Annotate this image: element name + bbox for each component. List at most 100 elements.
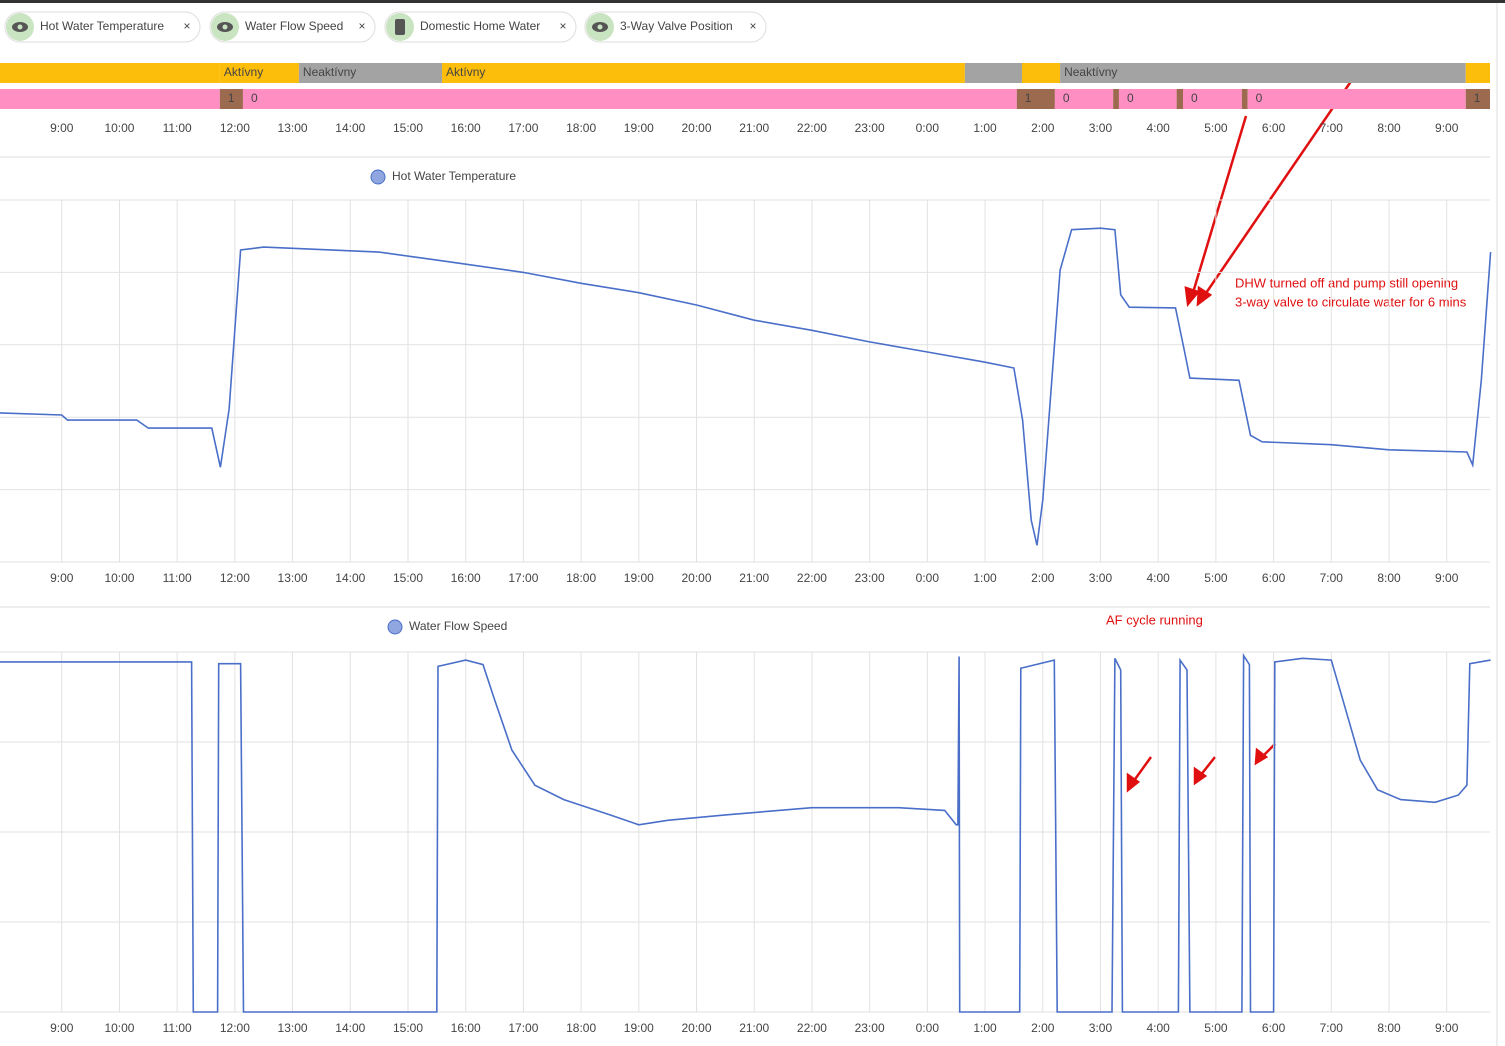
x-tick-label: 5:00 [1204,571,1228,585]
chip-bg [384,11,577,43]
annotation: DHW turned off and pump still opening [1235,275,1458,290]
x-tick-label: 10:00 [104,121,134,135]
x-tick-label: 9:00 [1435,1021,1459,1035]
chip-label: Domestic Home Water [420,19,540,33]
legend-label[interactable]: Hot Water Temperature [392,169,516,183]
filter-chip[interactable]: Domestic Home Water × [384,11,577,43]
timeline-label: 1 [1474,91,1481,105]
x-tick-label: 1:00 [973,121,997,135]
x-tick-label: 3:00 [1089,1021,1113,1035]
x-tick-label: 11:00 [163,121,192,135]
timeline-label: 0 [1063,91,1070,105]
x-tick-label: 17:00 [508,121,538,135]
x-tick-label: 22:00 [797,571,827,585]
timeline-label: Aktívny [446,65,485,79]
annotation: AF cycle running [1106,612,1203,627]
x-tick-label: 10:00 [104,1021,134,1035]
x-tick-label: 7:00 [1320,571,1344,585]
x-tick-label: 0:00 [916,121,940,135]
annotation: 3-way valve to circulate water for 6 min… [1235,294,1467,309]
x-tick-label: 19:00 [624,1021,654,1035]
x-tick-label: 0:00 [916,571,940,585]
chip-close[interactable]: × [559,19,566,33]
x-tick-label: 4:00 [1147,1021,1171,1035]
timeline-label: 0 [1191,91,1198,105]
timeline-segment [1113,89,1119,109]
x-tick-label: 18:00 [566,1021,596,1035]
timeline-segment [1182,89,1242,109]
series-line [0,227,1492,546]
x-tick-label: 3:00 [1089,121,1113,135]
x-tick-label: 22:00 [797,121,827,135]
x-tick-label: 22:00 [797,1021,827,1035]
timeline-segment [1021,63,1061,83]
chip-close[interactable]: × [358,19,365,33]
x-tick-label: 7:00 [1320,1021,1344,1035]
x-tick-label: 23:00 [855,571,885,585]
timeline-segment [1176,89,1183,109]
timeline-segment [1016,89,1055,109]
x-tick-label: 5:00 [1204,1021,1228,1035]
x-tick-label: 8:00 [1377,121,1401,135]
timeline-segment [1465,63,1490,83]
chip-close[interactable]: × [749,19,756,33]
timeline-label: Neaktívny [303,65,356,79]
x-tick-label: 1:00 [973,571,997,585]
x-tick-label: 11:00 [163,571,192,585]
x-tick-label: 15:00 [393,121,423,135]
x-tick-label: 20:00 [682,571,712,585]
timeline-label: Neaktívny [1064,65,1117,79]
chip-close[interactable]: × [183,19,190,33]
x-tick-label: 11:00 [163,1021,192,1035]
timeline-segment [0,89,220,109]
filter-chip[interactable]: 3-Way Valve Position × [584,11,767,43]
x-tick-label: 16:00 [451,571,481,585]
x-tick-label: 16:00 [451,121,481,135]
x-tick-label: 15:00 [393,571,423,585]
legend-label[interactable]: Water Flow Speed [409,619,507,633]
x-tick-label: 18:00 [566,121,596,135]
x-tick-label: 19:00 [624,571,654,585]
x-tick-label: 17:00 [508,1021,538,1035]
chip-icon [222,24,228,30]
top-border [0,0,1505,3]
x-tick-label: 6:00 [1262,121,1286,135]
chip-label: Water Flow Speed [245,19,343,33]
chip-bg [584,11,767,43]
timeline-segment [0,63,220,83]
x-tick-label: 13:00 [278,571,308,585]
filter-chip[interactable]: Hot Water Temperature × [4,11,201,43]
timeline-segment [1241,89,1248,109]
timeline-label: 0 [1127,91,1134,105]
x-tick-label: 6:00 [1262,571,1286,585]
legend-marker [387,619,403,635]
x-tick-label: 1:00 [973,1021,997,1035]
x-tick-label: 21:00 [739,571,769,585]
timeline-segment [1247,89,1466,109]
series-line [0,652,1491,1013]
chip-icon [395,19,405,35]
timeline-segment [442,63,965,83]
x-tick-label: 2:00 [1031,571,1055,585]
x-tick-label: 17:00 [508,571,538,585]
x-tick-label: 20:00 [682,121,712,135]
chip-bg [4,11,201,43]
x-tick-label: 9:00 [50,1021,74,1035]
x-tick-label: 4:00 [1147,121,1171,135]
x-tick-label: 13:00 [278,1021,308,1035]
x-tick-label: 2:00 [1031,121,1055,135]
x-tick-label: 18:00 [566,571,596,585]
x-tick-label: 8:00 [1377,1021,1401,1035]
legend-marker [370,169,386,185]
x-tick-label: 14:00 [335,1021,365,1035]
filter-chip[interactable]: Water Flow Speed × [209,11,376,43]
timeline-label: 1 [228,91,235,105]
x-tick-label: 5:00 [1204,121,1228,135]
timeline-segment [242,89,1017,109]
chip-label: 3-Way Valve Position [620,19,733,33]
x-tick-label: 9:00 [1435,571,1459,585]
timeline-label: 0 [1256,91,1263,105]
timeline-label: Aktívny [224,65,263,79]
